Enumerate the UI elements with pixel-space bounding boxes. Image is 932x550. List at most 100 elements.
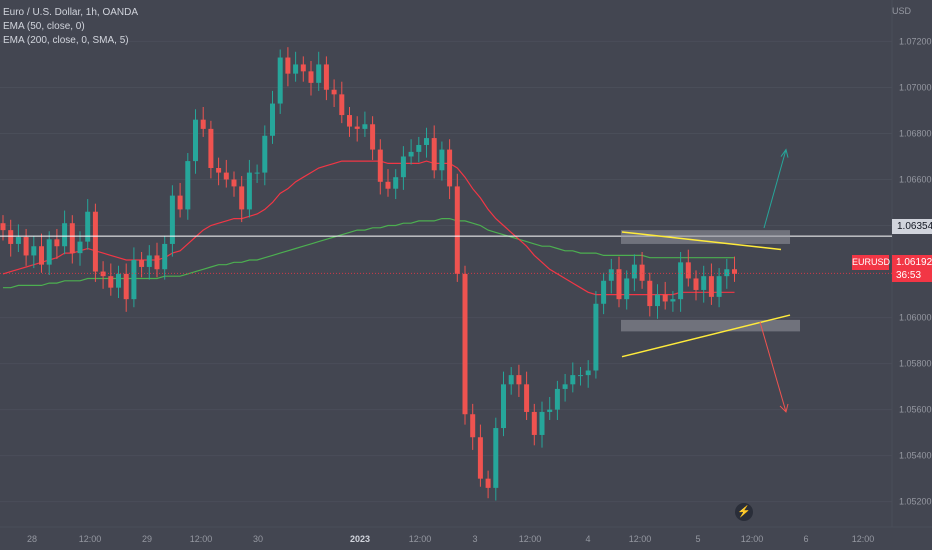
candle-body: [85, 211, 91, 242]
candle-body: [239, 186, 245, 210]
candle-body: [254, 172, 260, 174]
candle-body: [724, 269, 730, 277]
candle-body: [578, 375, 583, 377]
candle-body: [554, 388, 560, 410]
x-tick-label: 12:00: [629, 534, 652, 544]
y-tick-label: 1.05400: [899, 451, 932, 461]
horizontal-line-price-label: 1.06354: [892, 219, 932, 234]
x-tick-label: 2023: [350, 534, 370, 544]
chart-legend: Euro / U.S. Dollar, 1h, OANDA EMA (50, c…: [3, 6, 138, 48]
y-tick-label: 1.05800: [899, 359, 932, 369]
candle-body: [347, 115, 352, 127]
bearish-arrow-line: [759, 321, 787, 413]
candle-body: [593, 303, 599, 371]
candle-body: [585, 370, 591, 376]
candle-body: [31, 246, 37, 256]
candle-body: [231, 179, 237, 187]
candle-body: [146, 255, 152, 267]
x-tick-label: 12:00: [519, 534, 542, 544]
candle-body: [162, 243, 168, 270]
candle-body: [362, 124, 368, 129]
candle-body: [608, 269, 614, 281]
symbol-title[interactable]: Euro / U.S. Dollar, 1h, OANDA: [3, 7, 139, 18]
bullish-arrow-icon: [780, 148, 789, 158]
candle-body: [647, 280, 653, 307]
x-tick-label: 29: [142, 534, 152, 544]
last-price-label: 1.06192 36:53: [892, 255, 932, 282]
candle-body: [177, 195, 183, 210]
candle-body: [462, 273, 468, 415]
candle-body: [678, 262, 684, 300]
resistance-zone: [621, 230, 790, 244]
x-tick-label: 6: [803, 534, 808, 544]
candle-body: [447, 149, 453, 187]
candle-body: [516, 375, 522, 385]
candle-body: [92, 211, 98, 272]
candle-body: [631, 264, 637, 279]
candle-body: [624, 278, 630, 300]
candle-body: [639, 264, 645, 281]
candle-body: [708, 276, 714, 297]
candle-body: [701, 276, 707, 290]
candle-body: [431, 138, 437, 171]
candle-body: [370, 124, 376, 150]
ema50-label[interactable]: EMA (50, close, 0): [3, 21, 85, 32]
candle-body: [23, 237, 29, 256]
candle-body: [116, 273, 121, 288]
candle-body: [531, 411, 537, 435]
lower-trendline: [621, 314, 791, 358]
candle-body: [200, 119, 206, 129]
candle-body: [547, 409, 553, 412]
y-tick-label: 1.06000: [899, 313, 932, 323]
candle-body: [169, 195, 175, 244]
candle-body: [408, 151, 414, 157]
candle-body: [501, 384, 506, 429]
candle-body: [293, 64, 299, 74]
ema50-line: [2, 160, 735, 296]
candle-body: [139, 260, 145, 267]
x-tick-label: 12:00: [741, 534, 764, 544]
x-tick-label: 28: [27, 534, 37, 544]
candle-body: [308, 71, 314, 83]
candle-body: [316, 64, 322, 83]
lightning-icon[interactable]: ⚡: [735, 503, 753, 521]
candle-body: [485, 478, 491, 488]
candle-body: [662, 294, 668, 302]
candle-body: [339, 94, 345, 116]
candle-body: [262, 135, 268, 173]
candle-body: [416, 144, 422, 152]
candle-body: [508, 375, 514, 385]
candle-body: [300, 64, 306, 72]
candle-body: [323, 64, 329, 90]
x-tick-label: 4: [585, 534, 590, 544]
candle-body: [154, 255, 160, 270]
currency-label: USD: [891, 6, 911, 16]
candle-body: [354, 126, 360, 129]
candle-body: [193, 119, 198, 162]
candle-body: [246, 172, 252, 210]
x-tick-label: 12:00: [79, 534, 102, 544]
candle-body: [54, 239, 60, 247]
candle-body: [716, 276, 722, 297]
candle-body: [670, 299, 676, 302]
ema200-label[interactable]: EMA (200, close, 0, SMA, 5): [3, 35, 129, 46]
candle-body: [477, 437, 483, 479]
bearish-arrow-icon: [779, 403, 789, 413]
candle-body: [185, 161, 191, 210]
support-zone: [621, 319, 800, 332]
last-price-value: 1.06192: [896, 257, 932, 268]
candle-body: [524, 384, 530, 412]
y-tick-label: 1.06600: [899, 175, 932, 185]
candle-body: [277, 57, 283, 104]
candle-body: [100, 271, 106, 277]
x-tick-label: 12:00: [409, 534, 432, 544]
candle-body: [570, 375, 576, 385]
y-tick-label: 1.07200: [899, 36, 932, 46]
x-tick-label: 12:00: [190, 534, 213, 544]
candle-body: [39, 246, 44, 265]
upper-trendline: [621, 231, 782, 251]
x-tick-label: 30: [253, 534, 263, 544]
candle-body: [0, 223, 6, 231]
